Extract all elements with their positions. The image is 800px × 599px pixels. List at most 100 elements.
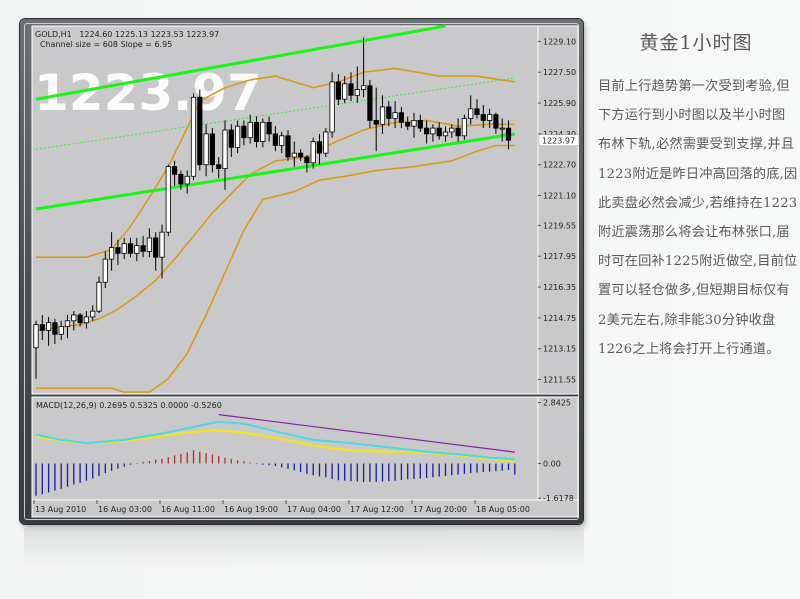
macd-main-line [35,420,515,461]
candle-body [354,89,360,96]
macd-plot-background [31,396,539,501]
candle-body [499,127,505,130]
current-price-label: 1223.97 [542,136,575,145]
candle [178,170,184,190]
price-axis-tick-label: 1217.95 [543,252,576,261]
time-axis-tick-label: 16 Aug 19:00 [224,505,278,514]
candle [134,237,140,262]
candle-body [134,245,140,254]
candle [398,106,405,129]
candle-body [127,243,134,254]
candle [272,126,279,152]
symbol-ohlc-label: GOLD,H1 1224.60 1225.13 1223.53 1223.97 [35,30,219,39]
candle-body [442,131,449,137]
candle-body [33,324,39,349]
candle-body [203,133,209,166]
candle-body [436,127,442,137]
candle-body [197,96,203,166]
candle-body [279,135,285,146]
candle-body [304,156,310,164]
candle [77,313,83,327]
candle [386,101,392,127]
candle [279,131,285,154]
candle-body [405,121,411,127]
time-axis-tick-label: 17 Aug 20:00 [413,505,467,514]
candle-body [342,83,348,100]
candle [304,155,310,173]
macd-axis-tick-label: 0.00 [543,460,561,469]
time-axis-background [31,499,579,518]
candle [46,316,52,346]
candle-body [247,121,253,139]
candle-body [64,320,71,327]
candle [216,157,222,179]
candle [423,120,430,144]
candle-body [468,108,474,119]
candle [171,160,178,186]
bollinger-lower-band [36,144,515,393]
price-axis-tick-label: 1225.90 [543,99,576,108]
candle [90,305,96,321]
candle-body [329,81,335,133]
candle [285,130,291,161]
candle [348,72,354,102]
time-axis-tick-label: 16 Aug 03:00 [98,505,152,514]
candle [442,126,449,142]
candle [146,228,152,258]
candle [222,120,228,190]
candle [360,37,367,98]
candle [310,137,316,169]
candle-body [77,314,83,324]
candle-body [178,173,184,185]
candle [58,320,64,341]
candle-body [159,231,165,258]
candle-body [455,127,461,137]
candle-body [297,152,304,158]
chart-reflection [24,528,584,568]
candle-body [83,316,89,324]
candle [468,95,474,125]
macd-axis: 2.8425 0.00 -1.6178 [538,399,574,503]
channel-middle-line [35,77,515,150]
candle-body [310,141,316,164]
macd-axis-tick-label: -1.6178 [543,494,574,503]
candle [33,320,39,379]
price-axis-tick-label: 1211.55 [543,376,576,385]
candle [474,99,480,119]
candle-body [474,108,480,116]
candle-body [373,120,379,125]
current-price-marker: 1223.97 [538,134,580,147]
channel-lower-line [35,132,516,211]
candle [52,318,58,344]
candle [190,93,197,181]
candle-body [71,314,77,322]
candle [455,118,461,142]
candle [329,72,335,138]
candle-body [486,114,493,121]
candle [297,149,304,161]
candle-body [461,118,468,137]
candle-body [291,152,297,158]
price-axis-background [537,25,579,395]
macd-axis-background [537,396,579,501]
candle-body [241,125,247,139]
candle-body [90,310,96,318]
candle-body [39,324,45,331]
candle [165,164,171,237]
candle-body [272,133,279,146]
candle [96,276,102,314]
candle [184,170,190,194]
candle [436,122,442,140]
candle-body [493,114,499,129]
price-axis: 1229.10 1227.50 1225.90 1224.30 1222.70 1221.… [538,37,576,385]
candle [247,114,253,144]
candle [102,251,108,289]
channel-info-label: Channel size = 608 Slope = 6.95 [40,40,172,49]
candle [228,124,234,158]
candle-body [165,166,171,233]
candle [499,118,505,142]
candle-body [430,127,436,135]
candle [505,120,512,150]
price-axis-tick-label: 1221.10 [543,192,576,201]
